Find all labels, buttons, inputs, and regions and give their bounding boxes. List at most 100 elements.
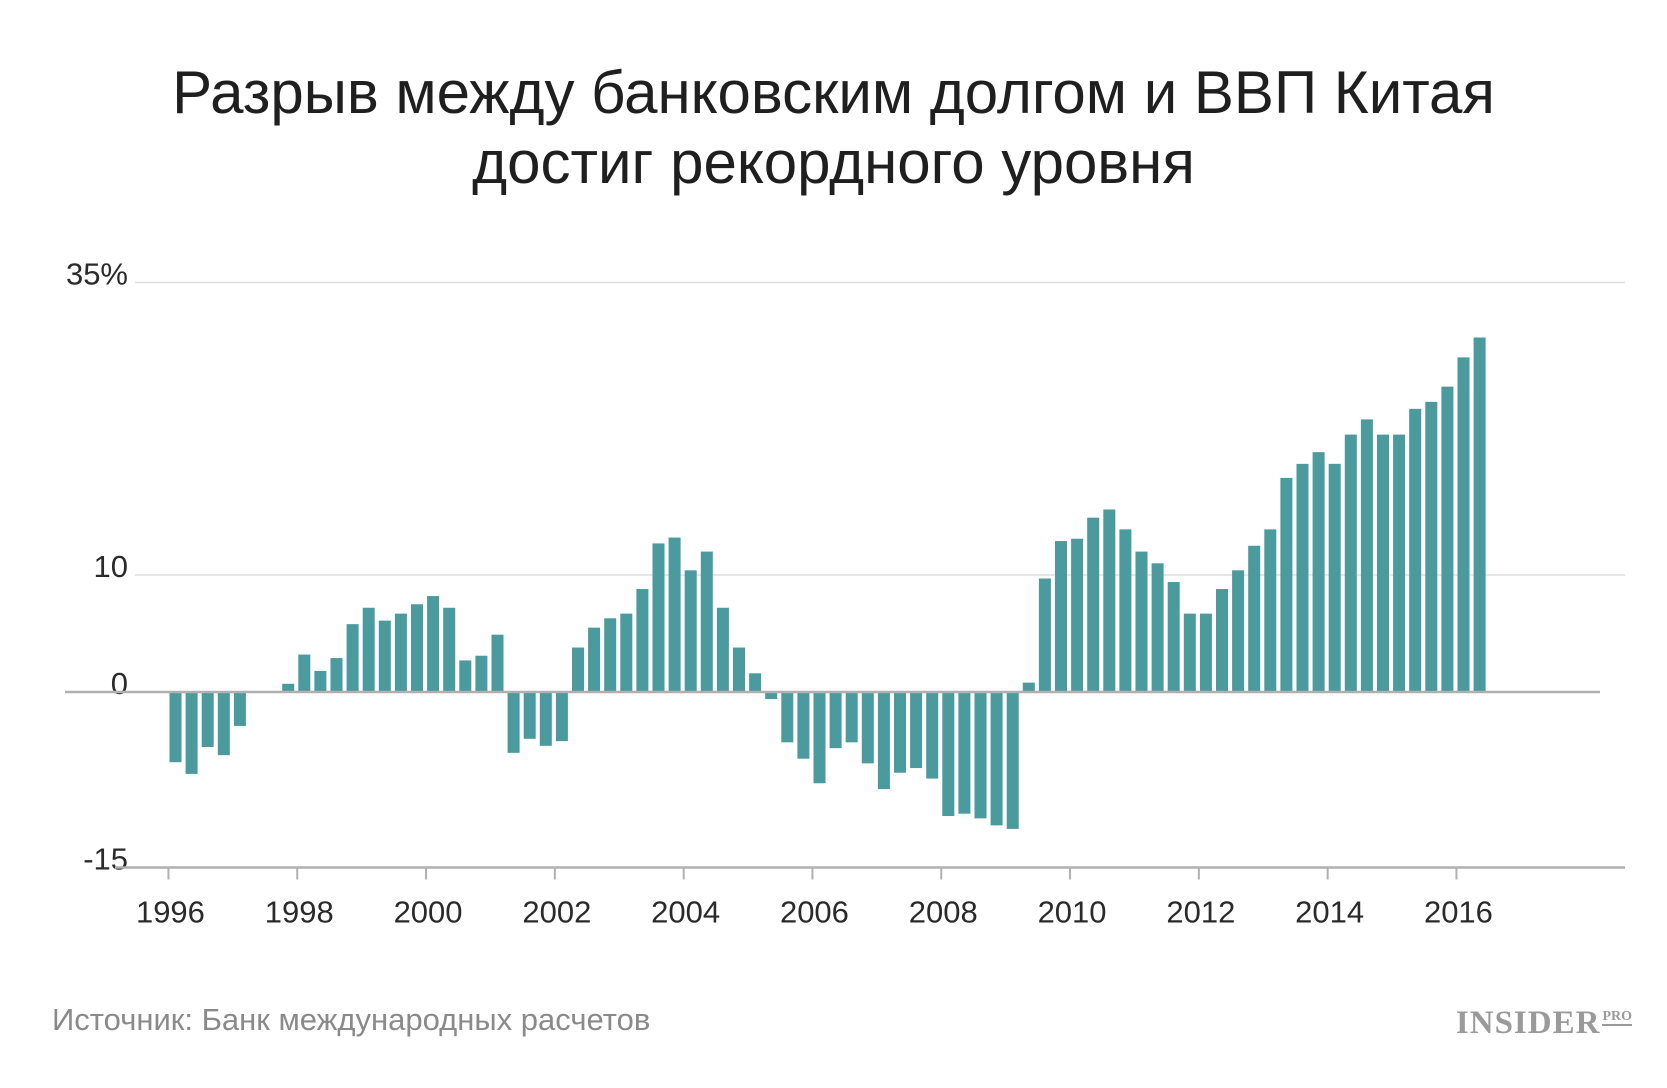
x-tick-label: 2006: [780, 895, 849, 930]
bar: [1312, 452, 1325, 692]
x-tick-label: 2004: [651, 895, 720, 930]
bar: [636, 589, 649, 692]
x-tick-label: 1996: [136, 895, 205, 930]
axes: [65, 690, 1625, 869]
grid-lines: [135, 281, 1625, 576]
bar: [1119, 529, 1132, 692]
bar: [378, 620, 391, 692]
bar: [475, 655, 488, 692]
bar: [1360, 419, 1373, 692]
bar: [1022, 682, 1035, 692]
bar: [1151, 563, 1164, 692]
bar: [942, 692, 955, 817]
bar: [1425, 401, 1438, 692]
bar: [1103, 509, 1116, 692]
bar: [1087, 517, 1100, 692]
bar: [362, 607, 375, 692]
logo-suffix: PRO: [1602, 1009, 1632, 1026]
bar: [411, 604, 423, 692]
bar: [314, 670, 327, 692]
bar: [298, 654, 311, 692]
bar: [572, 647, 584, 692]
bar: [1393, 434, 1406, 692]
bar: [974, 692, 987, 819]
x-tick-label: 2010: [1038, 895, 1107, 930]
bar: [539, 692, 552, 746]
bar: [201, 692, 214, 747]
x-tick-label: 1998: [265, 895, 334, 930]
bar: [217, 692, 230, 756]
bar: [282, 683, 295, 692]
bar: [588, 627, 601, 692]
logo-text: INSIDER: [1455, 1005, 1601, 1041]
data-bars: [169, 337, 1486, 829]
bar: [507, 692, 520, 753]
bar: [491, 634, 504, 692]
bar: [330, 658, 343, 692]
bar: [169, 692, 182, 763]
source-note: Источник: Банк международных расчетов: [52, 1002, 651, 1037]
bar-chart: 35% 10 0 -15 1996 1998 2000 2002 2004 2006 2008 20…: [65, 257, 1625, 930]
bar: [1071, 538, 1084, 692]
bar: [555, 692, 568, 742]
y-axis-labels: 35% 10 0 -15: [66, 257, 128, 877]
insider-pro-logo: INSIDER PRO: [1456, 1005, 1632, 1042]
bar: [733, 647, 745, 692]
bar: [185, 692, 198, 774]
bar: [1199, 613, 1212, 692]
bar: [1296, 463, 1309, 692]
bar: [1473, 337, 1486, 692]
bar: [394, 613, 407, 692]
bar: [1457, 357, 1470, 692]
bar: [716, 607, 729, 692]
bar: [829, 692, 842, 749]
bar: [523, 692, 536, 739]
bar: [861, 692, 874, 764]
bar: [1441, 386, 1454, 692]
x-tick-label: 2000: [394, 895, 463, 930]
bar: [1409, 408, 1422, 692]
bar: [797, 692, 810, 759]
y-tick-label: 35%: [66, 257, 128, 292]
bar: [990, 692, 1003, 826]
bar: [1344, 434, 1357, 692]
x-tick-label: 2012: [1166, 895, 1235, 930]
bar: [459, 660, 472, 692]
bar: [1248, 545, 1261, 692]
bar: [684, 570, 697, 692]
bar: [813, 692, 826, 784]
bar: [652, 543, 665, 692]
chart-title-line-2: достиг рекордного уровня: [472, 129, 1195, 196]
bar: [781, 692, 794, 743]
y-tick-label: 0: [111, 666, 128, 701]
bar: [1280, 477, 1293, 692]
bar: [1328, 463, 1341, 692]
bar: [765, 692, 778, 700]
bar: [1183, 613, 1196, 692]
bar: [749, 673, 762, 692]
x-tick-label: 2002: [522, 895, 591, 930]
x-tick-label: 2008: [909, 895, 978, 930]
bar: [1167, 582, 1180, 692]
chart-title: Разрыв между банковским долгом и ВВП Кит…: [0, 58, 1667, 198]
bar: [427, 596, 440, 692]
bar: [877, 692, 890, 790]
bar: [1232, 570, 1245, 692]
bar: [620, 613, 633, 692]
bar: [958, 692, 971, 814]
x-tick-label: 2016: [1424, 895, 1493, 930]
x-axis: 1996 1998 2000 2002 2004 2006 2008 2010 2012 2014…: [136, 867, 1493, 930]
chart-title-line-1: Разрыв между банковским долгом и ВВП Кит…: [172, 59, 1495, 126]
bar: [1216, 589, 1228, 692]
bar: [845, 692, 858, 743]
y-tick-label: -15: [83, 842, 128, 877]
bar: [443, 607, 456, 692]
bar: [926, 692, 939, 779]
bar: [604, 618, 617, 692]
bar: [1038, 578, 1051, 692]
bar: [1264, 529, 1277, 692]
bar: [894, 692, 906, 773]
bar: [233, 692, 246, 726]
y-tick-label: 10: [94, 549, 128, 584]
bar: [1055, 541, 1067, 692]
